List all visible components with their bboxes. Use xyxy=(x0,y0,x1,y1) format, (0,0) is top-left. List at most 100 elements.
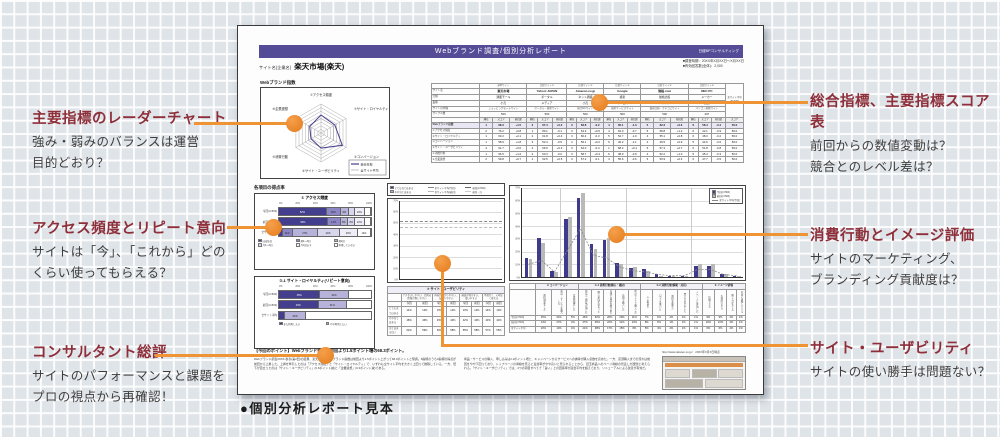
bar-pair xyxy=(535,188,548,277)
y-tick: 40% xyxy=(393,233,398,237)
bar-value: 15% xyxy=(330,210,336,214)
score-cell: 2 xyxy=(526,150,539,158)
connector-dot xyxy=(434,255,451,272)
svg-text:④サイト・ユーザビリティ: ④サイト・ユーザビリティ xyxy=(302,168,340,173)
legend-label: やや利用したい xyxy=(330,322,347,326)
item-label-cell: 商品・サービスを購入した xyxy=(550,288,568,316)
part xyxy=(387,292,402,302)
part xyxy=(509,288,536,316)
gridline xyxy=(400,245,502,247)
score-cell: +1.8 xyxy=(509,139,528,146)
callout-title: コンサルタント総評 xyxy=(32,345,167,361)
bar-track: 52% 15% 9% 10% xyxy=(278,206,372,216)
legend-item: 前回(n=500) xyxy=(465,186,502,190)
bar-track: 45% 31% xyxy=(278,289,372,299)
value-cell: 8% xyxy=(627,325,642,333)
score-cell: 6 xyxy=(603,150,615,158)
score-cell: 2 xyxy=(526,144,539,152)
bar-prev xyxy=(554,271,558,277)
reference-line xyxy=(400,221,502,223)
sub-header-cell: 順位 xyxy=(603,116,615,123)
score-cell: +0.8 xyxy=(509,127,528,135)
legend-item: 前回(n=500) xyxy=(712,194,740,198)
avg-score-cell: 50.0 xyxy=(725,156,744,164)
score-cell: 50.9 xyxy=(653,156,672,164)
legend-label: 週2～3回 xyxy=(300,239,311,243)
value-cell: 14% xyxy=(482,306,495,318)
legend-item: 全サイト平均(今回) xyxy=(427,186,465,190)
bar-value: 20% xyxy=(345,231,351,235)
bar-segment: 31% xyxy=(318,301,348,308)
bar-prev xyxy=(724,274,728,277)
y-tick: 0% xyxy=(516,276,520,280)
legend-label: 前回(n=500) xyxy=(716,195,730,198)
score-cell: +0.7 xyxy=(670,144,689,152)
value-cell: 43% xyxy=(482,316,495,327)
site-name-value: 楽天市場(楽天) xyxy=(294,62,345,71)
connector-dot xyxy=(265,219,282,236)
bar-prev xyxy=(736,275,741,277)
score-cell: 2 xyxy=(526,133,539,141)
value-cell: 4% xyxy=(566,325,580,333)
svg-text:①アクセス頻度: ①アクセス頻度 xyxy=(310,92,333,97)
score-cell: +2.1 xyxy=(509,133,528,141)
item-label-cell: 資料を集めた xyxy=(664,288,679,316)
legend-item: 月1回以下 xyxy=(296,243,333,247)
item-label-cell: 他のサイトで購入した xyxy=(627,288,642,316)
value-cell: 55% xyxy=(459,325,472,337)
legend-swatch xyxy=(325,321,329,326)
legend-swatch xyxy=(296,238,300,243)
legend-swatch xyxy=(296,243,300,247)
table-row: ②サイト・ロイヤルティ 1 63.2 +2.1 2 61.8 +0.4 3 60.4 -0.3 5 5… xyxy=(430,133,744,141)
loyalty-chart: ②-1 サイト・ロイヤルティ(リピート意向) 0% 20% 40% 60% 80% 100%… xyxy=(254,276,375,349)
chart-title: ②-1 サイト・ロイヤルティ(リピート意向) xyxy=(279,279,350,283)
bar-value: 52% xyxy=(299,210,305,214)
bar-segment: 52% xyxy=(279,207,327,215)
usability-grid: ② サイト・ユーザビリティ アクセスしやすい、目的の情報が探しやすい 内容がわかりや… xyxy=(387,286,505,337)
callout-text: 強み・弱みのバランスは運営 xyxy=(32,135,200,149)
item-label-cell: 会員登録をした xyxy=(566,288,580,316)
row-label-cell: 全サイト平均 xyxy=(509,325,536,333)
table-row: ② サイト・ユーザビリティ xyxy=(387,286,505,294)
usability-table: ② サイト・ユーザビリティ アクセスしやすい、目的の情報が探しやすい 内容がわかりや… xyxy=(387,286,505,337)
score-cell: +0.5 xyxy=(551,156,568,164)
gridline xyxy=(522,226,743,228)
value-cell: 13% xyxy=(493,306,505,318)
value-cell: 44% xyxy=(445,316,461,327)
connector-line xyxy=(194,122,296,125)
metric-label-cell: ①アクセス頻度 xyxy=(430,127,481,135)
bar-track: 22% xyxy=(278,310,372,320)
score-cell: +0.6 xyxy=(509,144,528,152)
legend-item: とても当てはまる xyxy=(390,185,427,190)
bar-row-label: 今回(n=500) xyxy=(262,210,277,213)
bar-value: 14% xyxy=(361,231,367,235)
item-label-cell: 信頼できる xyxy=(701,288,715,316)
figure-caption: ●個別分析レポート見本 xyxy=(240,401,395,416)
bar-segment: 8% xyxy=(347,218,356,225)
gridline xyxy=(400,201,502,202)
bar-segment: 10% xyxy=(355,218,365,225)
value-cell: 58% xyxy=(470,325,484,337)
legend-item: やや当てはまる xyxy=(390,189,427,194)
callout-title: 消費行動とイメージ評価 xyxy=(810,228,975,244)
legend-item: やや利用したい xyxy=(325,321,372,326)
reference-line xyxy=(400,226,502,228)
bar-prev xyxy=(633,266,637,277)
score-cell: 55.6 xyxy=(613,156,628,164)
bar-prev xyxy=(671,275,676,277)
site-name-line: サイト名(企業名) 楽天市場(楽天) xyxy=(259,61,344,72)
bar-segment: 20% xyxy=(339,228,359,236)
score-cell: -0.5 xyxy=(711,156,726,164)
site-info-cell: 楽天市場 xyxy=(479,88,528,96)
connector-line xyxy=(441,344,808,347)
item-label-cell: 先進的である xyxy=(713,288,728,316)
bar-segment: 14% xyxy=(327,218,341,225)
score-cell: 1 xyxy=(526,156,539,164)
row-label-cell: やや当てはまる xyxy=(387,316,402,327)
bar-value: 31% xyxy=(329,304,335,307)
website-thumbnail xyxy=(662,356,746,390)
bar-segment: 9% xyxy=(340,207,349,215)
table-row: アクセスしやすい、目的の情報が探しやすい 内容がわかりやすい、伝わりやすい 画面が見… xyxy=(387,292,505,302)
callout-title: アクセス頻度とリピート意向 xyxy=(32,221,227,237)
value-cell: 13% xyxy=(416,306,434,318)
